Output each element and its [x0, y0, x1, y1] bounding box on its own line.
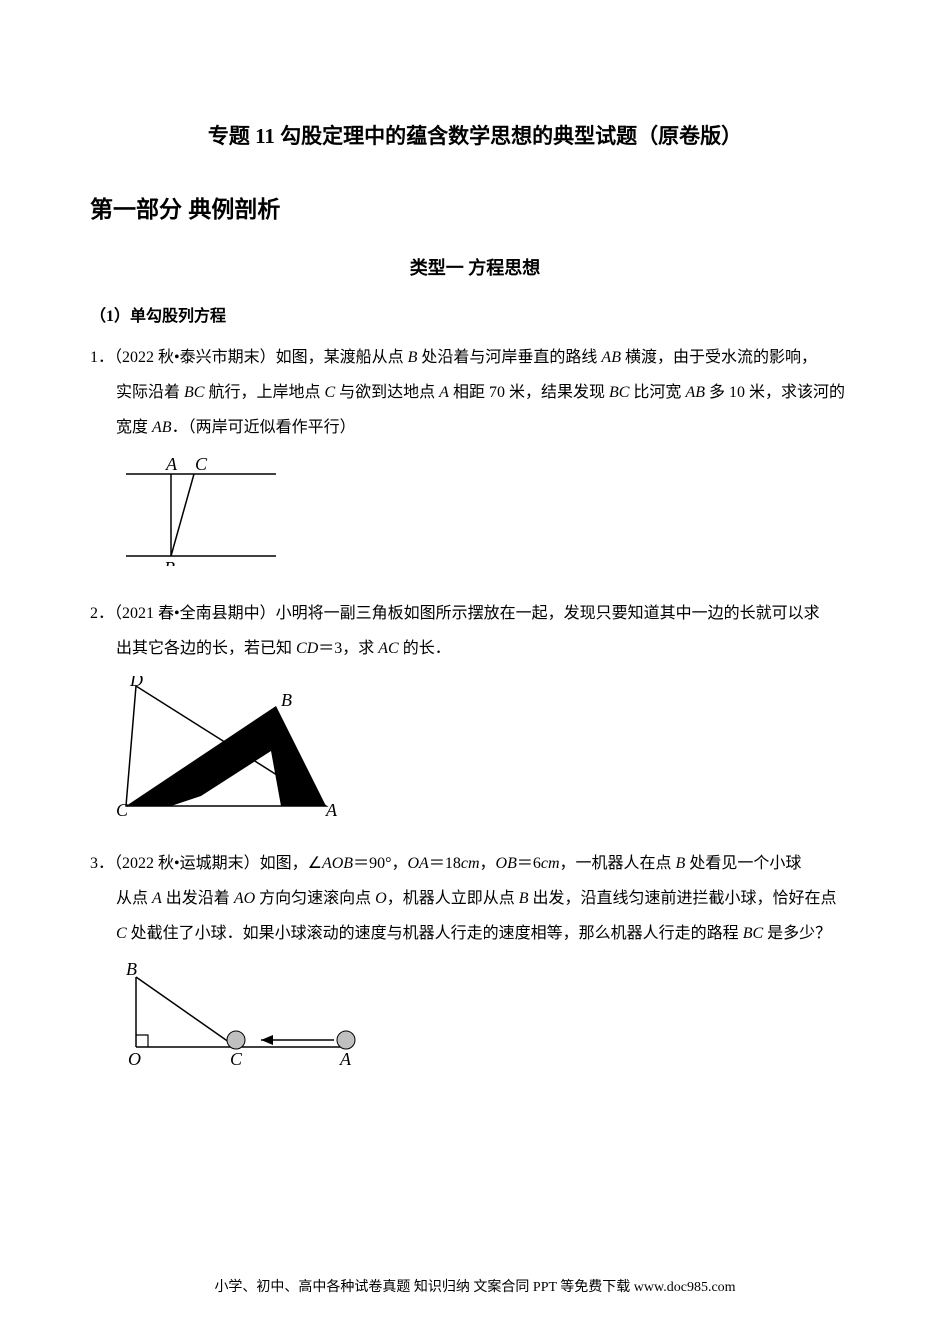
problem-1: 1．（2022 秋•泰兴市期末）如图，某渡船从点 B 处沿着与河岸垂直的路线 A… — [90, 340, 860, 446]
f1-label-C: C — [195, 456, 208, 474]
p3-l2g: ，机器人立即从点 — [387, 890, 519, 907]
f3-label-A: A — [339, 1049, 352, 1069]
p3-A: A — [152, 890, 162, 907]
p3-B2: B — [519, 890, 529, 907]
f2-label-A: A — [325, 800, 338, 816]
p1-l2c: 航行，上岸地点 — [204, 384, 324, 401]
p1-l2a: 实际沿着 — [116, 384, 184, 401]
p3-eq18: ＝18 — [429, 855, 461, 872]
f3-label-O: O — [128, 1049, 141, 1069]
p3-c1: ， — [391, 855, 407, 872]
p1-A: A — [439, 384, 449, 401]
problem-3: 3．（2022 秋•运城期末）如图，∠AOB＝90°，OA＝18cm，OB＝6c… — [90, 846, 860, 952]
p3-OA: OA — [408, 855, 429, 872]
p3-OB: OB — [496, 855, 517, 872]
p3-l2e: 方向匀速滚向点 — [255, 890, 375, 907]
p1-l2i: 比河宽 — [629, 384, 685, 401]
f2-label-D: D — [129, 676, 143, 690]
p1-l2k: 多 10 米，求该河的 — [705, 384, 845, 401]
type-heading: 类型一 方程思想 — [90, 254, 860, 280]
p3-l2i: 出发，沿直线匀速前进拦截小球，恰好在点 — [529, 890, 837, 907]
problem-2-num: 2． — [90, 605, 114, 622]
f1-label-B: B — [164, 558, 175, 566]
page-footer: 小学、初中、高中各种试卷真题 知识归纳 文案合同 PPT 等免费下载 www.d… — [0, 1276, 950, 1296]
p1-t4: 横渡，由于受水流的影响， — [621, 349, 817, 366]
p2-CD: CD — [296, 640, 318, 657]
p1-l2e: 与欲到达地点 — [335, 384, 439, 401]
p3-B: B — [676, 855, 686, 872]
p1-l3a: 宽度 — [116, 419, 152, 436]
p3-angle: ∠ — [308, 855, 322, 872]
f2-label-C: C — [116, 800, 129, 816]
p1-t2: 处沿着与河岸垂直的路线 — [417, 349, 601, 366]
problem-2-text: （2021 春•全南县期中）小明将一副三角板如图所示摆放在一起，发现只要知道其中… — [114, 605, 820, 622]
problem-2: 2．（2021 春•全南县期中）小明将一副三角板如图所示摆放在一起，发现只要知道… — [90, 596, 860, 666]
problem-3-num: 3． — [90, 855, 114, 872]
figure-1: A C B — [116, 456, 860, 566]
p3-end1: 处看见一个小球 — [685, 855, 801, 872]
problem-1-text: （2022 秋•泰兴市期末）如图，某渡船从点 — [114, 349, 408, 366]
f1-label-A: A — [165, 456, 178, 474]
p3-c2: ， — [480, 855, 496, 872]
p1-C: C — [324, 384, 335, 401]
p2-l2c: ＝3，求 — [318, 640, 378, 657]
p3-after: ，一机器人在点 — [560, 855, 676, 872]
p1-AB3: AB — [152, 419, 172, 436]
p1-l2g: 相距 70 米，结果发现 — [449, 384, 609, 401]
p3-O: O — [375, 890, 387, 907]
p3-cm2: cm — [541, 855, 560, 872]
p3-l2c: 出发沿着 — [162, 890, 234, 907]
page-title: 专题 11 勾股定理中的蕴含数学思想的典型试题（原卷版） — [90, 120, 860, 150]
p3-BC: BC — [743, 925, 763, 942]
f3-label-C: C — [230, 1049, 243, 1069]
section-heading: 第一部分 典例剖析 — [90, 190, 860, 224]
subheading: （1）单勾股列方程 — [90, 302, 860, 326]
p3-AO: AO — [234, 890, 255, 907]
p3-l2a: 从点 — [116, 890, 152, 907]
p3-l3d: 是多少？ — [763, 925, 831, 942]
figure-3: B O C A — [116, 962, 860, 1072]
p3-eq6: ＝6 — [517, 855, 541, 872]
p1-BC: BC — [184, 384, 204, 401]
p2-AC: AC — [378, 640, 398, 657]
p3-eq90: ＝90° — [353, 855, 391, 872]
p1-B: B — [408, 349, 418, 366]
f3-label-B: B — [126, 962, 137, 979]
p3-AOB: AOB — [322, 855, 353, 872]
p3-cm1: cm — [461, 855, 480, 872]
p1-AB2: AB — [685, 384, 705, 401]
problem-1-num: 1． — [90, 349, 114, 366]
p2-l2a: 出其它各边的长，若已知 — [116, 640, 296, 657]
f2-label-B: B — [281, 690, 292, 710]
p3-C: C — [116, 925, 127, 942]
p3-l3b: 处截住了小球．如果小球滚动的速度与机器人行走的速度相等，那么机器人行走的路程 — [127, 925, 743, 942]
p1-l3c: ．（两岸可近似看作平行） — [172, 419, 356, 436]
problem-3-text: （2022 秋•运城期末）如图， — [114, 855, 308, 872]
p2-l2e: 的长． — [399, 640, 451, 657]
p1-AB: AB — [601, 349, 621, 366]
figure-2: D B C A — [116, 676, 860, 816]
p1-BC2: BC — [609, 384, 629, 401]
